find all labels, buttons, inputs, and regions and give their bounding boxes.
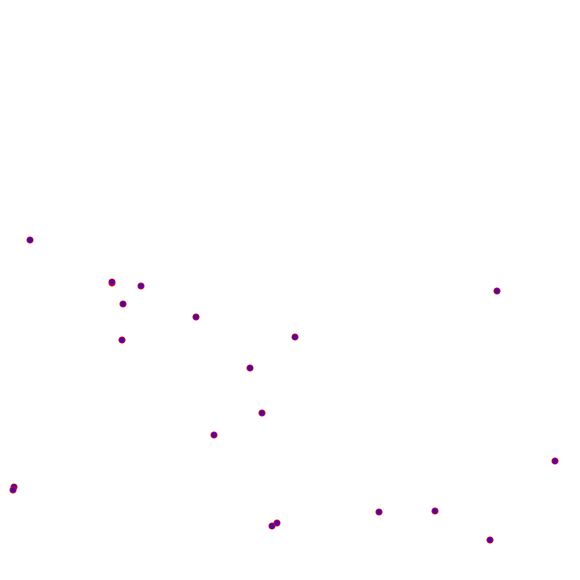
marker-3 xyxy=(137,282,145,290)
marker-19 xyxy=(486,536,494,544)
marker-9 xyxy=(258,409,266,417)
marker-1 xyxy=(26,236,34,244)
marker-14 xyxy=(9,486,17,494)
marker-8 xyxy=(246,364,254,372)
marker-7 xyxy=(291,333,299,341)
marker-20 xyxy=(108,278,116,286)
marker-17 xyxy=(375,508,383,516)
marker-5 xyxy=(118,336,126,344)
marker-10 xyxy=(210,431,218,439)
marker-6 xyxy=(192,313,200,321)
marker-12 xyxy=(551,457,559,465)
marker-16 xyxy=(268,522,276,530)
marker-18 xyxy=(431,507,439,515)
marker-4 xyxy=(119,300,127,308)
marker-11 xyxy=(493,287,501,295)
